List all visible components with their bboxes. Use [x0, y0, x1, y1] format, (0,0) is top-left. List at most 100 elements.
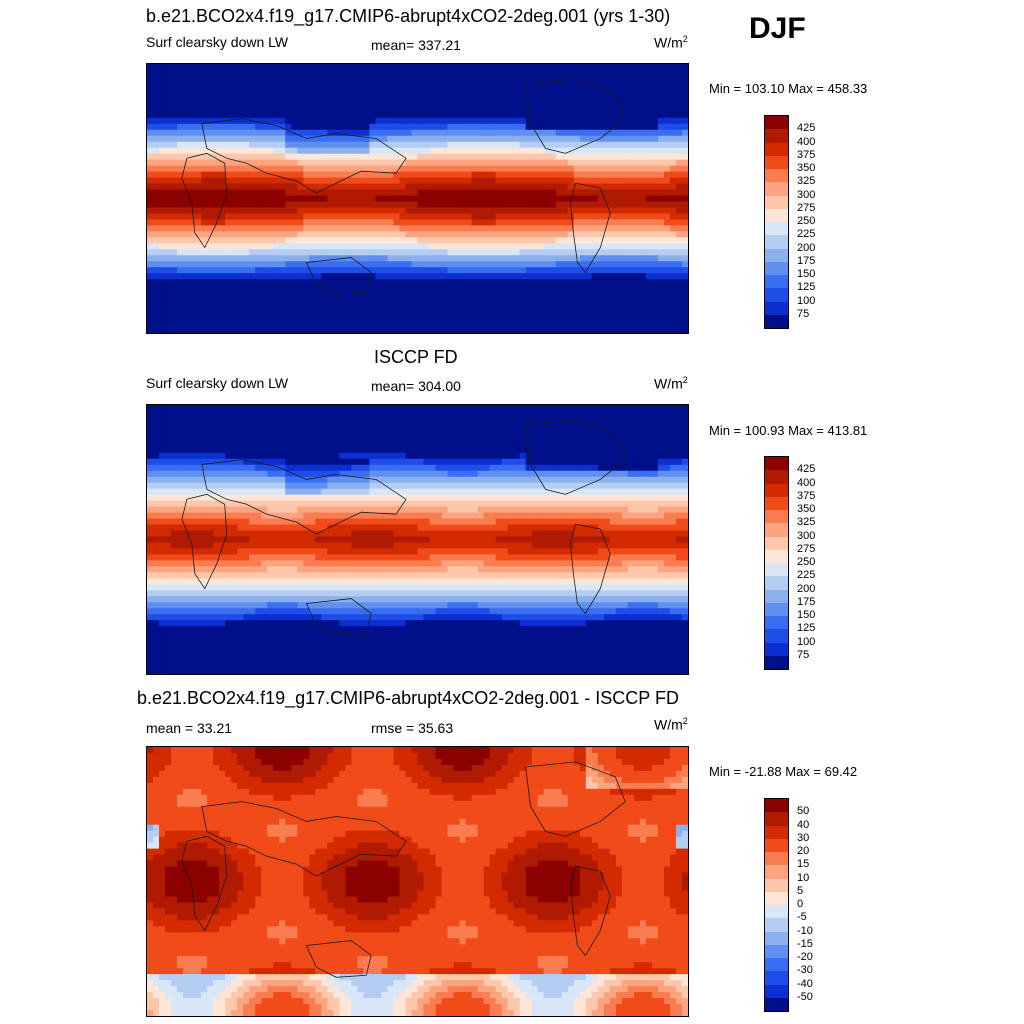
field-cell: [471, 225, 479, 232]
field-cell: [381, 297, 389, 304]
field-cell: [645, 135, 653, 143]
field-cell: [345, 159, 352, 167]
field-cell: [453, 159, 461, 167]
field-cell: [519, 261, 527, 268]
field-cell: [579, 410, 587, 418]
field-cell: [585, 237, 593, 244]
field-cell: [399, 303, 407, 310]
field-cell: [459, 87, 467, 95]
field-cell: [357, 231, 364, 238]
field-cell: [531, 321, 539, 328]
field-cell: [615, 117, 623, 125]
field-cell: [489, 225, 497, 232]
field-cell: [567, 177, 575, 185]
field-cell: [297, 99, 304, 107]
field-cell: [201, 213, 208, 221]
field-cell: [423, 87, 431, 95]
field-cell: [675, 225, 683, 232]
field-cell: [567, 189, 575, 197]
field-cell: [303, 309, 310, 316]
field-cell: [183, 309, 190, 316]
field-cell: [651, 93, 659, 101]
field-cell: [573, 117, 581, 125]
field-cell: [657, 243, 665, 250]
field-cell: [573, 309, 581, 316]
colorbar-tick-label: 375: [797, 148, 816, 161]
field-cell: [429, 183, 437, 191]
field-cell: [219, 129, 226, 137]
field-cell: [327, 111, 334, 119]
field-cell: [657, 75, 665, 83]
field-cell: [267, 129, 274, 137]
field-cell: [171, 297, 178, 304]
field-cell: [435, 129, 443, 137]
field-cell: [267, 111, 274, 119]
field-cell: [513, 177, 521, 185]
field-cell: [405, 291, 413, 298]
field-cell: [513, 99, 521, 107]
field-cell: [363, 309, 371, 316]
field-cell: [609, 177, 617, 185]
field-cell: [603, 440, 611, 448]
field-cell: [225, 64, 232, 71]
field-cell: [615, 129, 623, 137]
field-cell: [525, 183, 533, 191]
field-cell: [555, 410, 563, 418]
field-cell: [375, 315, 383, 322]
field-cell: [507, 123, 515, 131]
field-cell: [279, 321, 286, 328]
field-cell: [675, 165, 683, 173]
field-cell: [645, 141, 653, 149]
field-cell: [411, 87, 419, 95]
field-cell: [243, 147, 250, 155]
field-cell: [441, 410, 449, 418]
field-cell: [507, 285, 515, 292]
field-cell: [495, 410, 503, 418]
field-cell: [441, 440, 449, 448]
field-cell: [549, 309, 557, 316]
field-cell: [543, 129, 551, 137]
field-cell: [153, 195, 160, 203]
field-cell: [339, 117, 346, 125]
field-cell: [207, 87, 214, 95]
field-cell: [171, 225, 178, 232]
field-cell: [585, 327, 593, 333]
field-cell: [453, 440, 461, 448]
field-cell: [435, 81, 443, 89]
field-cell: [291, 111, 298, 119]
field-cell: [207, 416, 214, 424]
field-cell: [255, 422, 262, 430]
field-cell: [393, 93, 401, 101]
field-cell: [201, 177, 208, 185]
field-cell: [147, 153, 154, 161]
field-cell: [219, 428, 226, 436]
field-cell: [435, 99, 443, 107]
field-cell: [471, 416, 479, 424]
field-cell: [249, 171, 256, 179]
field-cell: [573, 159, 581, 167]
field-cell: [333, 213, 340, 221]
field-cell: [645, 153, 653, 161]
field-cell: [327, 171, 334, 179]
field-cell: [573, 195, 581, 203]
field-cell: [147, 422, 154, 430]
field-cell: [321, 195, 328, 203]
field-cell: [495, 327, 503, 333]
field-cell: [591, 129, 599, 137]
field-cell: [249, 327, 256, 333]
field-cell: [423, 81, 431, 89]
field-cell: [651, 231, 659, 238]
field-cell: [231, 422, 238, 430]
field-cell: [537, 87, 545, 95]
field-cell: [603, 321, 611, 328]
field-cell: [423, 171, 431, 179]
field-cell: [375, 123, 383, 131]
field-cell: [279, 291, 286, 298]
field-cell: [471, 219, 479, 226]
field-cell: [171, 153, 178, 161]
field-cell: [321, 321, 328, 328]
field-cell: [663, 261, 671, 268]
field-cell: [675, 237, 683, 244]
field-cell: [453, 81, 461, 89]
field-cell: [597, 410, 605, 418]
